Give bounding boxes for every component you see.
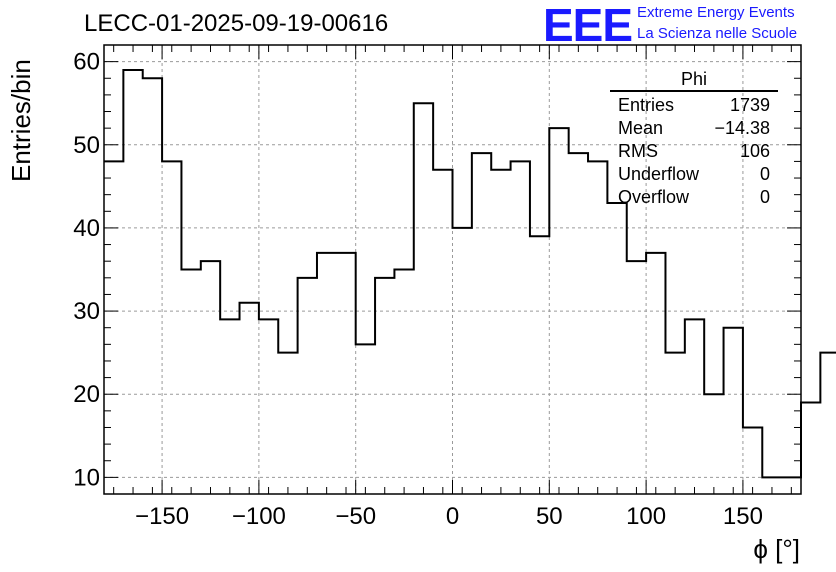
histogram-bin	[143, 78, 162, 494]
stats-value: −14.38	[714, 118, 770, 138]
stats-row-overflow: Overflow 0	[610, 186, 778, 209]
x-tick-label: 50	[536, 503, 563, 530]
histogram-bin	[453, 228, 472, 494]
stats-row-underflow: Underflow 0	[610, 163, 778, 186]
histogram-bin	[549, 128, 568, 494]
histogram-bin	[685, 319, 704, 494]
stats-label: RMS	[618, 141, 658, 161]
stats-row-rms: RMS 106	[610, 140, 778, 163]
histogram-bin	[394, 270, 413, 495]
stats-box-title: Phi	[610, 68, 778, 92]
histogram-bin	[240, 303, 259, 494]
histogram-bin	[433, 170, 452, 494]
histogram-bin	[704, 394, 723, 494]
stats-value: 1739	[729, 95, 770, 115]
histogram-bin	[665, 353, 684, 494]
histogram-bin	[724, 328, 743, 494]
histogram-bin	[646, 253, 665, 494]
histogram-bin	[278, 353, 297, 494]
histogram-bin	[820, 353, 836, 494]
histogram-bin	[588, 161, 607, 494]
stats-box: Phi Entries 1739 Mean −14.38 RMS 106 Und…	[610, 68, 778, 209]
x-axis-label: ϕ [°]	[753, 534, 800, 564]
histogram-bin	[414, 103, 433, 494]
y-tick-label: 60	[73, 49, 100, 76]
histogram-bin	[336, 253, 355, 494]
histogram-bin	[356, 344, 375, 494]
histogram-bin	[472, 153, 491, 494]
histogram-bin	[220, 319, 239, 494]
stats-row-mean: Mean −14.38	[610, 117, 778, 140]
histogram-bin	[491, 170, 510, 494]
histogram-bin	[530, 236, 549, 494]
stats-label: Overflow	[618, 187, 690, 207]
histogram-bin	[607, 203, 626, 494]
stats-value: 106	[739, 141, 770, 161]
histogram-bin	[201, 261, 220, 494]
logo-subtitle-2: La Scienza nelle Scuole	[637, 25, 798, 42]
histogram-bin	[569, 153, 588, 494]
y-tick-label: 50	[73, 132, 100, 159]
stats-label: Mean	[618, 118, 664, 138]
x-tick-label: 100	[626, 503, 666, 530]
stats-label: Entries	[618, 95, 675, 115]
x-tick-label: 150	[723, 503, 763, 530]
histogram-bin	[162, 161, 181, 494]
histogram-bin	[801, 403, 820, 494]
x-tick-label: 0	[446, 503, 459, 530]
stats-value: 0	[759, 164, 770, 184]
y-tick-label: 10	[73, 464, 100, 491]
x-tick-label: −100	[232, 503, 286, 530]
x-tick-label: −150	[135, 503, 189, 530]
histogram-bin	[181, 270, 200, 495]
histogram-bin	[511, 161, 530, 494]
histogram-bin	[104, 161, 123, 494]
y-axis-label: Entries/bin	[6, 59, 36, 182]
histogram-bin	[743, 427, 762, 494]
stats-value: 0	[759, 187, 770, 207]
x-tick-label: −50	[335, 503, 376, 530]
y-tick-label: 40	[73, 215, 100, 242]
histogram-bin	[259, 319, 278, 494]
histogram-bin	[123, 70, 142, 494]
histogram-bin	[317, 253, 336, 494]
histogram-bin	[782, 477, 801, 494]
histogram-bin	[627, 261, 646, 494]
logo-subtitle-1: Extreme Energy Events	[637, 4, 795, 21]
chart-title: LECC-01-2025-09-19-00616	[84, 10, 389, 37]
y-tick-label: 20	[73, 381, 100, 408]
histogram-bin	[298, 278, 317, 494]
eee-logo: EEE	[543, 0, 633, 51]
y-tick-label: 30	[73, 298, 100, 325]
stats-label: Underflow	[618, 164, 700, 184]
histogram-series	[104, 68, 836, 479]
histogram-bin	[762, 477, 781, 494]
histogram-bin	[375, 278, 394, 494]
stats-row-entries: Entries 1739	[610, 94, 778, 117]
